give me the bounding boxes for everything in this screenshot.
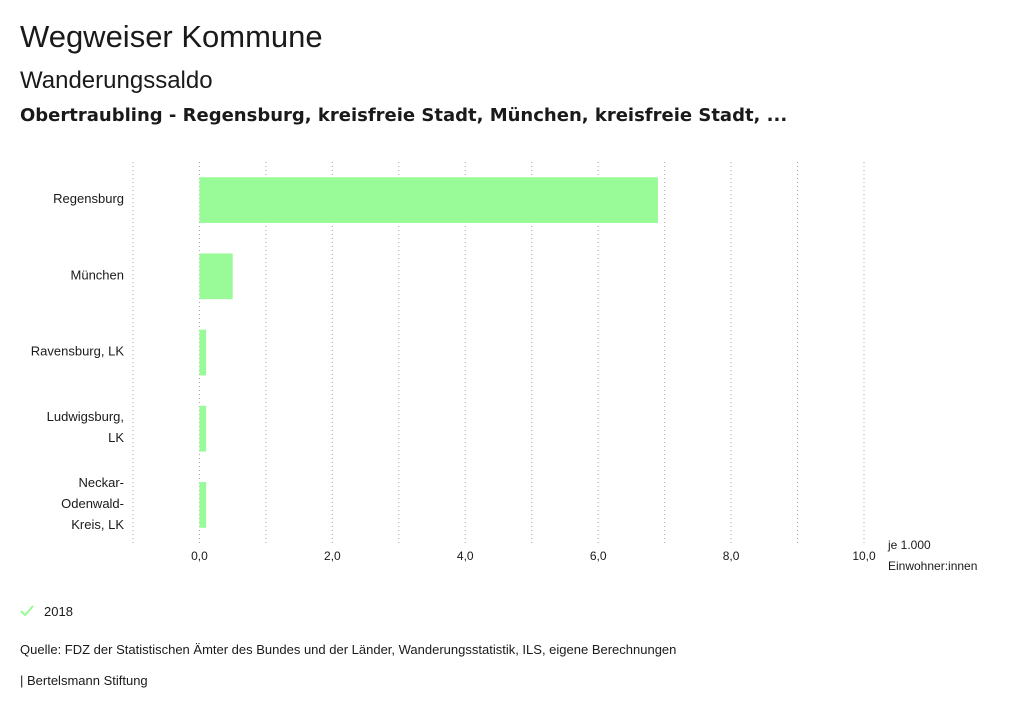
bar <box>199 253 233 300</box>
x-tick-label: 6,0 <box>590 549 607 563</box>
page-title: Wegweiser Kommune <box>20 19 323 54</box>
x-tick-label: 0,0 <box>191 549 208 563</box>
checkmark-icon <box>20 605 34 617</box>
x-tick-label: 2,0 <box>324 549 341 563</box>
chart-subtitle: Wanderungssaldo <box>20 67 213 94</box>
category-label: Neckar-Odenwald-Kreis, LK <box>61 475 124 532</box>
x-tick-label: 10,0 <box>852 549 876 563</box>
category-label: München <box>71 268 124 283</box>
footer-credit: | Bertelsmann Stiftung <box>20 673 148 688</box>
bar <box>199 405 207 452</box>
legend[interactable]: 2018 <box>20 601 73 621</box>
bar <box>199 482 207 528</box>
unit-label: je 1.000 Einwohner:innen <box>887 538 977 573</box>
region-label: Obertraubling - Regensburg, kreisfreie S… <box>20 105 788 126</box>
bar <box>199 177 658 223</box>
category-label: Ravensburg, LK <box>31 344 125 359</box>
bar <box>199 329 207 376</box>
bar-chart: Regensburg München Ravensburg, LK Ludwigsbu… <box>31 162 977 573</box>
legend-label-2018: 2018 <box>44 603 73 619</box>
x-tick-label: 8,0 <box>723 549 740 563</box>
category-label: Regensburg <box>53 192 124 207</box>
category-label: Ludwigsburg, LK <box>47 410 125 446</box>
source-note: Quelle: FDZ der Statistischen Ämter des … <box>20 642 677 657</box>
x-tick-label: 4,0 <box>457 549 474 563</box>
